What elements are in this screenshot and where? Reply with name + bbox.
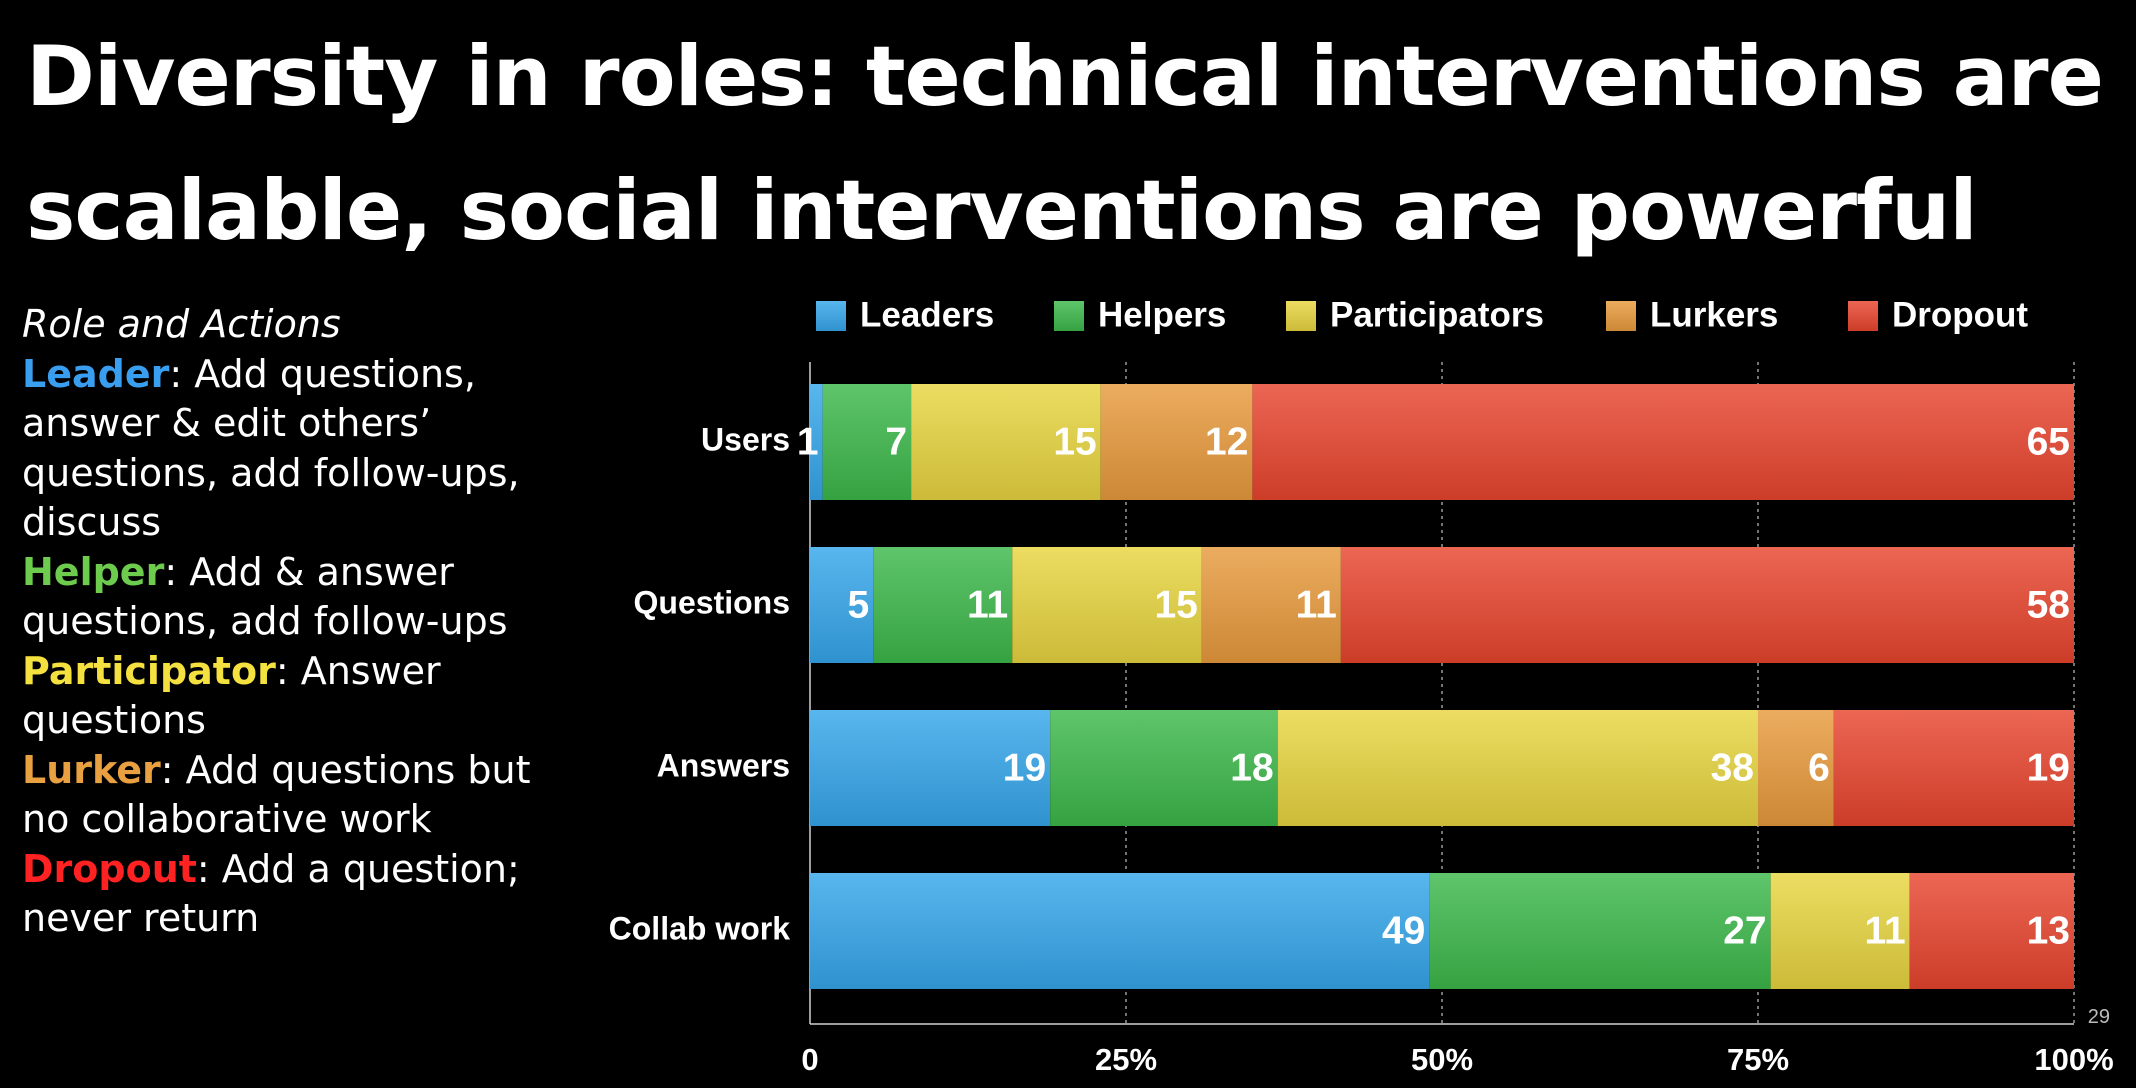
role-leader-text: : Add questions, answer & edit others’ q…: [22, 351, 520, 545]
x-tick-label: 50%: [1411, 1042, 1473, 1077]
bar-collab-work-dropout: [1909, 873, 2074, 989]
bar-answers-leaders: [810, 710, 1051, 826]
value-label-users-dropout: 65: [2027, 420, 2070, 463]
value-label-answers-dropout: 19: [2027, 746, 2070, 789]
legend-label-participators: Participators: [1330, 295, 1544, 334]
bar-questions-leaders: [810, 547, 874, 663]
role-participator-text: : Answer questions: [22, 648, 441, 743]
value-label-answers-helpers: 18: [1230, 746, 1273, 789]
role-lurker-name: Lurker: [22, 747, 161, 792]
bar-collab-work-participators: [1770, 873, 1910, 989]
category-label-questions: Questions: [634, 584, 790, 620]
x-tick-label: 25%: [1095, 1042, 1157, 1077]
value-label-users-participators: 15: [1053, 420, 1096, 463]
bar-answers-participators: [1277, 710, 1758, 826]
value-label-questions-leaders: 5: [847, 583, 869, 626]
legend-label-helpers: Helpers: [1098, 295, 1226, 334]
page-number: 29: [2087, 1006, 2110, 1028]
bar-users-helpers: [822, 384, 912, 500]
legend-swatch-participators: [1286, 301, 1316, 331]
chart-svg: 0 25% 50% 75% 100% Leaders Helpers Participator…: [609, 295, 2114, 1077]
bar-questions-participators: [1012, 547, 1202, 663]
category-label-answers: Answers: [657, 747, 790, 783]
bar-users-lurkers: [1100, 384, 1253, 500]
value-label-users-helpers: 7: [885, 420, 907, 463]
bar-collab-work-leaders: [810, 873, 1430, 989]
x-tick-label: 75%: [1727, 1042, 1789, 1077]
role-dropout-text: : Add a question; never return: [22, 846, 520, 941]
value-label-users-leaders: 1: [797, 420, 819, 463]
bar-questions-lurkers: [1201, 547, 1341, 663]
category-label-users: Users: [701, 421, 790, 457]
legend-swatch-helpers: [1054, 301, 1084, 331]
role-leader: Leader: Add questions, answer & edit oth…: [22, 350, 562, 548]
role-helper-text: : Add & answer questions, add follow-ups: [22, 549, 508, 644]
role-lurker-text: : Add questions but no collaborative wor…: [22, 747, 531, 842]
roles-panel: Role and Actions Leader: Add questions, …: [22, 300, 562, 944]
legend-label-dropout: Dropout: [1892, 295, 2028, 334]
value-label-questions-dropout: 58: [2027, 583, 2070, 626]
legend-swatch-dropout: [1848, 301, 1878, 331]
role-helper: Helper: Add & answer questions, add foll…: [22, 548, 562, 647]
value-label-answers-lurkers: 6: [1808, 746, 1830, 789]
role-participator-name: Participator: [22, 648, 276, 693]
value-label-questions-helpers: 11: [967, 583, 1008, 626]
legend-label-lurkers: Lurkers: [1650, 295, 1778, 334]
x-tick-label: 0: [801, 1042, 818, 1077]
stacked-bar-chart: 0 25% 50% 75% 100% Leaders Helpers Participator…: [560, 290, 2136, 1088]
value-label-users-lurkers: 12: [1205, 420, 1248, 463]
bar-users-dropout: [1252, 384, 2074, 500]
value-label-answers-leaders: 19: [1003, 746, 1046, 789]
bar-collab-work-helpers: [1429, 873, 1771, 989]
roles-heading: Role and Actions: [22, 302, 341, 346]
role-dropout: Dropout: Add a question; never return: [22, 845, 562, 944]
value-label-answers-participators: 38: [1711, 746, 1754, 789]
bar-users-participators: [911, 384, 1101, 500]
role-helper-name: Helper: [22, 549, 165, 594]
legend-label-leaders: Leaders: [860, 295, 994, 334]
value-label-collab-work-leaders: 49: [1382, 909, 1425, 952]
x-tick-label: 100%: [2034, 1042, 2113, 1077]
value-label-collab-work-participators: 11: [1864, 909, 1905, 952]
value-label-collab-work-helpers: 27: [1723, 909, 1766, 952]
role-leader-name: Leader: [22, 351, 170, 396]
value-label-questions-lurkers: 11: [1296, 583, 1337, 626]
legend-swatch-lurkers: [1606, 301, 1636, 331]
role-dropout-name: Dropout: [22, 846, 197, 891]
slide-title: Diversity in roles: technical interventi…: [26, 28, 2104, 259]
role-participator: Participator: Answer questions: [22, 647, 562, 746]
legend-swatch-leaders: [816, 301, 846, 331]
bar-answers-lurkers: [1758, 710, 1834, 826]
value-label-questions-participators: 15: [1154, 583, 1197, 626]
value-label-collab-work-dropout: 13: [2027, 909, 2070, 952]
bar-users-leaders: [810, 384, 823, 500]
bar-answers-helpers: [1050, 710, 1278, 826]
bar-answers-dropout: [1833, 710, 2074, 826]
bar-questions-helpers: [873, 547, 1013, 663]
bar-questions-dropout: [1340, 547, 2074, 663]
role-lurker: Lurker: Add questions but no collaborati…: [22, 746, 562, 845]
category-label-collab-work: Collab work: [609, 910, 791, 946]
